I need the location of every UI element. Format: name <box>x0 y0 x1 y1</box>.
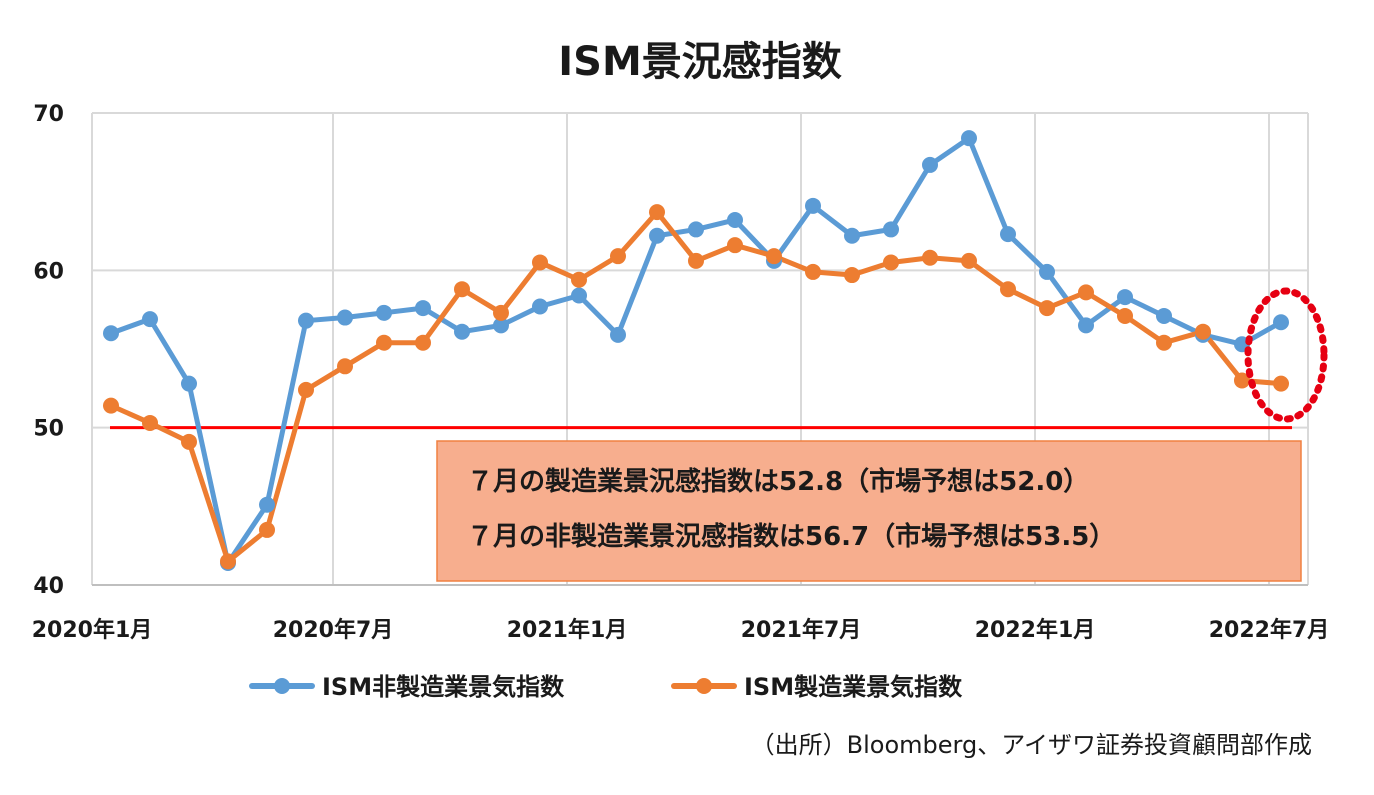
series-0-point-19 <box>844 227 860 244</box>
series-1-point-17 <box>766 248 782 265</box>
chart-title: ISM景況感指数 <box>558 39 842 85</box>
legend-item-manufacturing: ISM製造業景気指数 <box>671 673 963 701</box>
legend-swatch-marker-manufacturing <box>696 678 712 694</box>
series-0-point-5 <box>298 312 314 329</box>
series-1-point-8 <box>415 334 431 351</box>
annotation-layer: ７月の製造業景況感指数は52.8（市場予想は52.0） ７月の非製造業景況感指数… <box>436 440 1302 582</box>
series-0-point-20 <box>883 221 899 238</box>
series-1-point-22 <box>961 252 977 269</box>
series-1-point-19 <box>844 267 860 284</box>
series-0-point-25 <box>1078 317 1094 334</box>
series-0-point-14 <box>649 227 665 244</box>
series-1-point-7 <box>376 334 392 351</box>
series-1-point-0 <box>103 397 119 414</box>
series-0-point-10 <box>493 317 509 334</box>
series-0-point-4 <box>259 496 275 513</box>
legend-label-manufacturing: ISM製造業景気指数 <box>744 673 963 701</box>
series-0-point-23 <box>1000 226 1016 243</box>
legend-item-non-manufacturing: ISM非製造業景気指数 <box>249 673 565 701</box>
series-1-point-16 <box>727 237 743 254</box>
highlight-layer <box>1244 287 1328 423</box>
series-1-point-27 <box>1156 334 1172 351</box>
source-note: （出所）Bloomberg、アイザワ証券投資顧問部作成 <box>751 731 1312 759</box>
series-0-point-22 <box>961 130 977 147</box>
series-1-point-29 <box>1234 372 1250 389</box>
series-1-point-10 <box>493 304 509 321</box>
series-0-point-6 <box>337 309 353 326</box>
series-1-point-15 <box>688 252 704 269</box>
series-1-point-28 <box>1195 323 1211 340</box>
series-1-point-24 <box>1039 300 1055 317</box>
x-tick-label-4: 2022年1月 <box>975 617 1096 643</box>
series-1-point-2 <box>181 433 197 450</box>
series-0-point-16 <box>727 211 743 228</box>
x-tick-label-3: 2021年7月 <box>741 617 862 643</box>
series-1-point-6 <box>337 358 353 375</box>
series-1-point-25 <box>1078 284 1094 301</box>
series-0-point-7 <box>376 304 392 321</box>
series-0-point-8 <box>415 300 431 317</box>
series-0-point-11 <box>532 298 548 315</box>
series-1-point-30 <box>1273 375 1289 392</box>
annotation-line-1: ７月の製造業景況感指数は52.8（市場予想は52.0） <box>467 466 1089 497</box>
series-0-point-24 <box>1039 263 1055 280</box>
series-1-point-18 <box>805 263 821 280</box>
y-tick-label-40: 40 <box>33 574 64 599</box>
series-0-point-21 <box>922 156 938 173</box>
x-tick-label-1: 2020年7月 <box>273 617 394 643</box>
annotation-line-2: ７月の非製造業景況感指数は56.7（市場予想は53.5） <box>467 521 1115 552</box>
series-0-point-12 <box>571 287 587 304</box>
legend-swatch-marker-non-manufacturing <box>274 678 290 694</box>
series-1-point-4 <box>259 521 275 538</box>
series-1-point-14 <box>649 204 665 221</box>
y-tick-label-60: 60 <box>33 259 64 284</box>
series-0-point-26 <box>1117 289 1133 306</box>
series-1-point-9 <box>454 281 470 298</box>
series-0-point-9 <box>454 323 470 340</box>
y-tick-label-70: 70 <box>33 102 64 127</box>
series-1-point-11 <box>532 254 548 271</box>
series-1-point-23 <box>1000 281 1016 298</box>
y-tick-label-50: 50 <box>33 417 64 442</box>
axis-labels: 40 50 60 70 2020年1月 2020年7月 2021年1月 2021年7月 2022… <box>32 102 1330 643</box>
legend: ISM非製造業景気指数 ISM製造業景気指数 <box>249 673 963 701</box>
x-tick-label-2: 2021年1月 <box>507 617 628 643</box>
x-tick-label-5: 2022年7月 <box>1209 617 1330 643</box>
series-1-point-1 <box>142 414 158 431</box>
series-0-point-1 <box>142 311 158 328</box>
series-0-point-13 <box>610 326 626 343</box>
series-0-point-0 <box>103 325 119 342</box>
series-1-point-26 <box>1117 307 1133 324</box>
series-0-point-27 <box>1156 307 1172 324</box>
legend-label-non-manufacturing: ISM非製造業景気指数 <box>322 673 565 701</box>
series-1-point-20 <box>883 254 899 271</box>
highlight-ellipse <box>1244 287 1328 423</box>
series-0-point-18 <box>805 197 821 214</box>
series-1-point-5 <box>298 381 314 398</box>
x-tick-label-0: 2020年1月 <box>32 617 153 643</box>
series-layer <box>103 130 1289 571</box>
series-1-point-3 <box>220 553 236 570</box>
series-0-point-15 <box>688 221 704 238</box>
annotation-box <box>436 440 1302 582</box>
series-0-point-2 <box>181 375 197 392</box>
series-0-point-30 <box>1273 314 1289 331</box>
series-1-point-21 <box>922 249 938 266</box>
series-1-point-13 <box>610 248 626 265</box>
series-1-point-12 <box>571 271 587 288</box>
